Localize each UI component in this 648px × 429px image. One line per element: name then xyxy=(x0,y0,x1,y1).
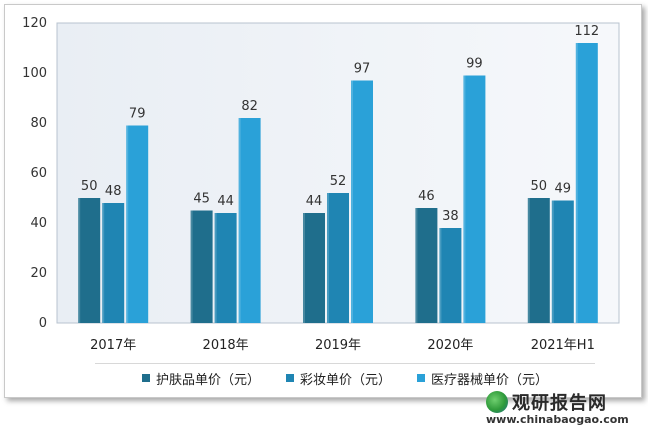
data-label: 112 xyxy=(574,24,599,39)
watermark-logo-icon xyxy=(486,391,508,413)
bar xyxy=(303,213,325,323)
bar xyxy=(238,118,261,323)
bar-highlight xyxy=(126,125,129,323)
bar-highlight xyxy=(78,198,81,323)
x-category-label: 2021年H1 xyxy=(531,338,595,353)
bar-highlight xyxy=(463,75,466,323)
bar xyxy=(527,198,550,323)
legend-label: 医疗器械单价（元） xyxy=(431,372,549,388)
x-category-label: 2018年 xyxy=(203,338,249,353)
bar-highlight xyxy=(415,208,418,323)
bar xyxy=(214,213,237,323)
y-tick-label: 100 xyxy=(22,66,47,81)
bar-highlight xyxy=(439,228,442,323)
bar-chart: 0 20 40 60 80 100 120 50 48 79 45 44 82 44 52 97 46 38 99… xyxy=(22,16,620,353)
data-label: 97 xyxy=(354,62,371,77)
data-label: 46 xyxy=(418,189,435,204)
bar-highlight xyxy=(214,213,217,323)
x-category-label: 2020年 xyxy=(427,338,473,353)
bar xyxy=(415,208,438,323)
data-label: 48 xyxy=(105,184,122,199)
bar xyxy=(463,75,486,323)
bar xyxy=(439,228,462,323)
bar-highlight xyxy=(102,203,105,323)
chart-frame: 0 20 40 60 80 100 120 50 48 79 45 44 82 44 52 97 46 38 99… xyxy=(4,4,642,398)
data-label: 44 xyxy=(306,194,323,209)
data-label: 49 xyxy=(555,182,572,197)
bar-highlight xyxy=(190,210,193,323)
x-category-label: 2017年 xyxy=(90,338,136,353)
bar xyxy=(575,43,598,323)
data-label: 50 xyxy=(531,179,548,194)
legend-swatch xyxy=(285,374,294,382)
watermark: 观研报告网 www.chinabaogao.com xyxy=(486,389,636,426)
bar-highlight xyxy=(527,198,530,323)
legend-item: 彩妆单价（元） xyxy=(285,369,391,388)
bar xyxy=(351,80,373,323)
data-label: 82 xyxy=(241,99,258,114)
legend: 护肤品单价（元） 彩妆单价（元） 医疗器械单价（元） xyxy=(95,363,595,392)
bar xyxy=(327,193,349,323)
data-label: 38 xyxy=(442,209,459,224)
watermark-url: www.chinabaogao.com xyxy=(486,413,629,426)
legend-label: 彩妆单价（元） xyxy=(299,372,391,388)
y-axis: 0 20 40 60 80 100 120 xyxy=(22,16,47,331)
y-tick-label: 120 xyxy=(22,16,47,31)
data-label: 45 xyxy=(193,192,210,207)
bar xyxy=(102,203,125,323)
legend-item: 医疗器械单价（元） xyxy=(417,369,548,388)
legend-swatch xyxy=(417,374,425,382)
data-label: 99 xyxy=(466,57,483,72)
data-label: 52 xyxy=(330,174,347,189)
bars-group xyxy=(78,43,598,323)
y-tick-label: 0 xyxy=(39,316,47,331)
legend-swatch xyxy=(141,374,150,382)
bar-highlight xyxy=(303,213,305,323)
watermark-title: 观研报告网 xyxy=(512,393,607,414)
bar-highlight xyxy=(238,118,241,323)
bar-highlight xyxy=(551,200,554,323)
bar-highlight xyxy=(351,80,353,323)
bar xyxy=(551,200,574,323)
bar-highlight xyxy=(575,43,578,323)
y-tick-label: 80 xyxy=(30,116,47,131)
data-label: 79 xyxy=(129,107,146,122)
bar-highlight xyxy=(327,193,329,323)
bar xyxy=(78,198,101,323)
data-label: 50 xyxy=(81,179,98,194)
x-axis: 2017年 2018年 2019年 2020年 2021年H1 xyxy=(90,338,595,353)
legend-label: 护肤品单价（元） xyxy=(155,372,260,388)
y-tick-label: 60 xyxy=(30,166,47,181)
legend-item: 护肤品单价（元） xyxy=(141,369,260,388)
y-tick-label: 20 xyxy=(30,266,47,281)
data-label: 44 xyxy=(217,194,234,209)
x-category-label: 2019年 xyxy=(315,338,361,353)
bar xyxy=(126,125,149,323)
y-tick-label: 40 xyxy=(30,216,47,231)
bar xyxy=(190,210,213,323)
data-labels: 50 48 79 45 44 82 44 52 97 46 38 99 50 49 112 xyxy=(81,24,599,224)
